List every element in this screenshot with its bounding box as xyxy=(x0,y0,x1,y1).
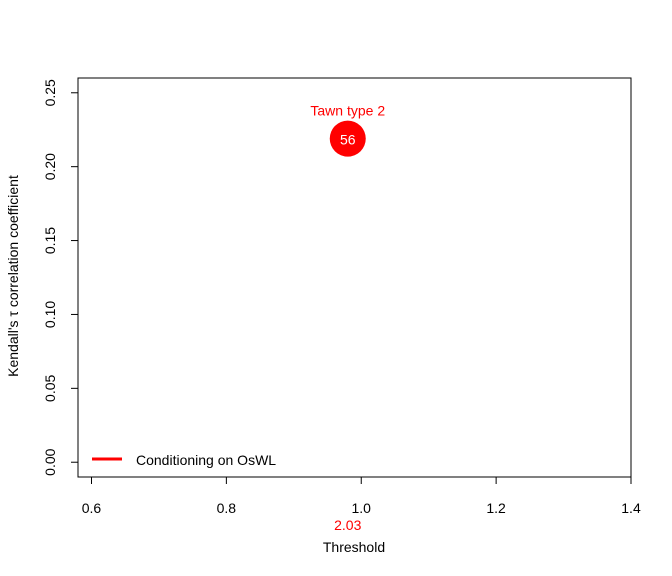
data-marks: 56 Tawn type 2 2.03 xyxy=(310,103,385,533)
y-tick-label: 0.20 xyxy=(42,153,58,180)
y-tick-label: 0.25 xyxy=(42,79,58,106)
legend: Conditioning on OsWL xyxy=(92,452,276,468)
y-tick-label: 0.00 xyxy=(42,448,58,475)
y-axis: 0.00 0.05 0.10 0.15 0.20 0.25 xyxy=(42,79,78,476)
plot-frame xyxy=(77,77,632,478)
x-tick-label: 0.8 xyxy=(217,500,237,516)
point-annotation: Tawn type 2 xyxy=(310,103,385,119)
y-tick-label: 0.05 xyxy=(42,374,58,401)
y-axis-label: Kendall's τ correlation coefficient xyxy=(5,175,21,377)
x-axis-label: Threshold xyxy=(323,539,385,555)
data-point-label: 56 xyxy=(340,132,356,148)
x-axis: 0.6 0.8 1.0 1.2 1.4 xyxy=(82,477,641,516)
x-tick-label: 1.0 xyxy=(352,500,372,516)
legend-label: Conditioning on OsWL xyxy=(136,452,276,468)
threshold-value-label: 2.03 xyxy=(334,517,361,533)
data-point xyxy=(329,120,366,157)
x-tick-label: 1.4 xyxy=(621,500,641,516)
y-tick-label: 0.10 xyxy=(42,301,58,328)
y-tick-label: 0.15 xyxy=(42,227,58,254)
x-tick-label: 1.2 xyxy=(486,500,506,516)
x-tick-label: 0.6 xyxy=(82,500,102,516)
